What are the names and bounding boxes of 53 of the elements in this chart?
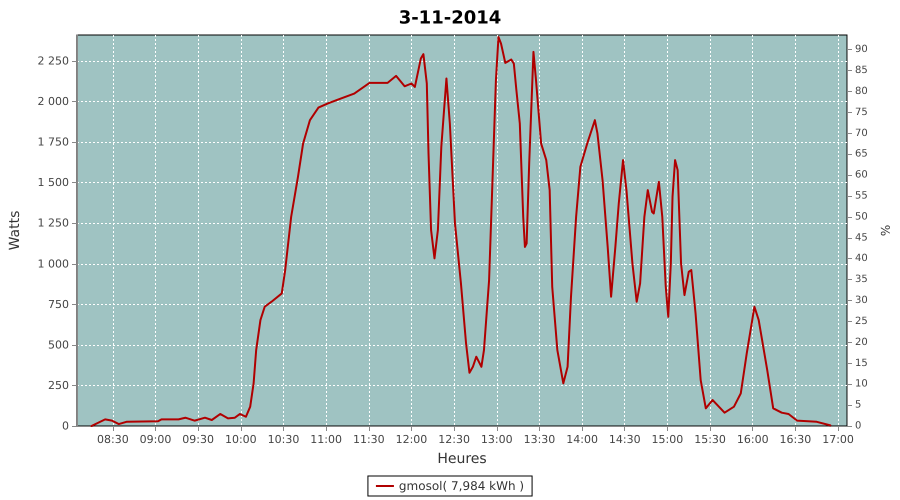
x-tick-label: 12:30: [438, 433, 470, 446]
x-tick-label: 15:00: [652, 433, 684, 446]
y-tick-label: 0: [62, 420, 69, 432]
chart-title: 3-11-2014: [398, 8, 502, 28]
x-tick-label: 08:30: [96, 433, 129, 446]
y-tick-label: 2 000: [38, 95, 69, 108]
x-tick-label: 13:30: [524, 433, 556, 446]
y2-tick-label: 45: [855, 232, 868, 244]
x-tick-label: 09:00: [140, 433, 172, 446]
y2-tick-label: 5: [855, 400, 862, 411]
x-tick-label: 17:00: [822, 433, 854, 446]
y-tick-label: 2 250: [38, 54, 69, 68]
y2-tick-label: 85: [855, 65, 868, 76]
y-tick-label: 1 000: [38, 257, 69, 270]
x-tick-label: 10:30: [268, 433, 300, 446]
x-tick-label: 11:30: [352, 433, 385, 446]
x-tick-label: 14:30: [608, 433, 641, 446]
y2-tick-label: 10: [855, 378, 868, 390]
y2-tick-label: 65: [855, 148, 868, 160]
y2-tick-label: 30: [855, 295, 868, 306]
y2-tick-label: 0: [855, 420, 862, 432]
y2-tick-label: 70: [855, 128, 868, 139]
x-tick-label: 13:00: [480, 433, 513, 446]
y2-tick-label: 75: [855, 106, 868, 118]
y2-tick-label: 55: [855, 190, 868, 202]
y2-axis-title: %: [878, 224, 892, 236]
x-tick-label: 09:30: [182, 433, 214, 446]
y2-tick-label: 50: [855, 211, 868, 222]
x-tick-label: 11:00: [310, 433, 342, 446]
y-tick-label: 250: [48, 378, 69, 392]
y2-tick-label: 40: [855, 253, 868, 264]
y2-tick-label: 35: [855, 274, 868, 286]
x-tick-label: 16:00: [736, 433, 769, 446]
y2-tick-label: 15: [855, 358, 868, 369]
y2-tick-label: 90: [855, 44, 868, 56]
y-tick-label: 750: [48, 298, 69, 311]
legend-label: gmosol( 7,984 kWh ): [398, 479, 524, 493]
y2-tick-label: 25: [855, 316, 868, 327]
y-tick-label: 1 250: [38, 216, 69, 230]
y-tick-label: 1 500: [38, 176, 69, 190]
y-tick-label: 1 750: [38, 136, 69, 149]
y2-tick-label: 60: [855, 170, 868, 181]
x-tick-label: 12:00: [396, 433, 428, 446]
x-tick-label: 15:30: [694, 433, 726, 446]
y2-tick-label: 20: [855, 336, 868, 348]
y-axis-title: Watts: [7, 210, 23, 250]
x-tick-label: 10:00: [224, 433, 257, 446]
x-axis-title: Heures: [437, 451, 487, 467]
y-tick-label: 500: [48, 338, 69, 352]
y2-tick-label: 80: [855, 86, 868, 97]
x-tick-label: 16:30: [780, 433, 812, 446]
x-tick-label: 14:00: [566, 433, 598, 446]
line-series: [90, 36, 832, 427]
